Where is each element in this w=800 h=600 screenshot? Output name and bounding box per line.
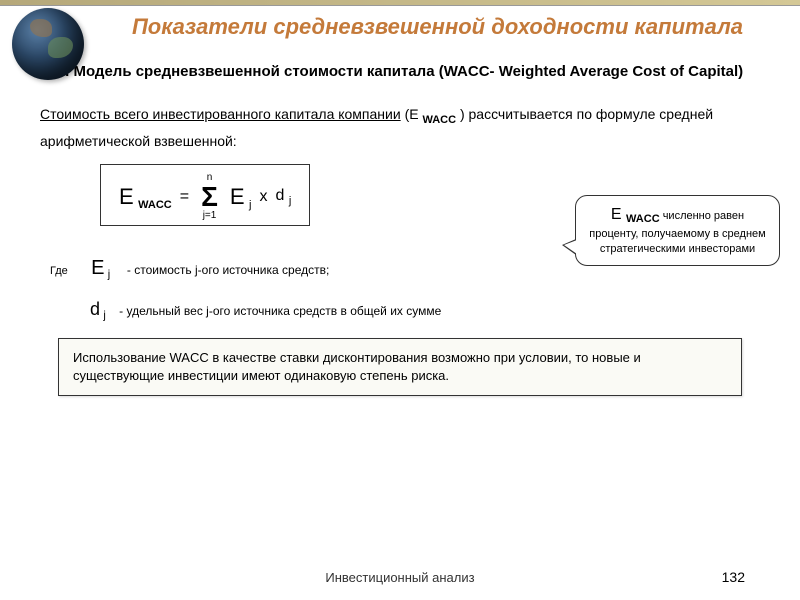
description-var-sub: WACC [422, 114, 456, 126]
legend-item2-var: d [90, 299, 100, 319]
callout-bubble: Е WACC численно равен проценту, получаем… [575, 195, 780, 266]
globe-icon [12, 8, 84, 80]
main-title: Показатели средневзвешенной доходности к… [95, 14, 780, 40]
formula-left: Е WACC [119, 184, 172, 211]
legend-item1-text: - стоимость j-ого источника средств; [127, 263, 329, 277]
description: Стоимость всего инвестированного капитал… [40, 103, 760, 152]
sigma-symbol: Σ [201, 183, 218, 211]
content-area: 2. Модель средневзвешенной стоимости кап… [0, 40, 800, 406]
note-box: Использование WACC в качестве ставки дис… [58, 338, 742, 396]
legend-where: Где [50, 265, 68, 277]
page-number: 132 [722, 569, 745, 585]
formula-e: Е [119, 184, 134, 209]
description-var: (Е [405, 106, 423, 122]
formula-equals: = [180, 188, 189, 206]
sigma-icon: n Σ j=1 [201, 173, 218, 221]
bubble-var: Е [611, 206, 626, 223]
title-area: Показатели средневзвешенной доходности к… [0, 6, 800, 40]
term2-var: d [276, 187, 285, 204]
bubble-tail-icon [562, 239, 576, 255]
description-prefix: Стоимость всего инвестированного капитал… [40, 106, 401, 122]
formula-term1: E j [230, 184, 252, 211]
legend-item2-sub: j [103, 310, 105, 322]
legend-item1-var: E [91, 257, 104, 279]
formula-mult: x [260, 188, 268, 206]
formula-box: Е WACC = n Σ j=1 E j x d j [100, 164, 310, 226]
formula: Е WACC = n Σ j=1 E j x d j [119, 173, 291, 221]
term2-sub: j [289, 195, 291, 207]
sigma-lower: j=1 [203, 211, 217, 221]
formula-e-sub: WACC [138, 199, 172, 211]
bubble-var-sub: WACC [626, 214, 660, 226]
subtitle: 2. Модель средневзвешенной стоимости кап… [40, 58, 760, 85]
legend-item2-text: - удельный вес j-ого источника средств в… [119, 304, 441, 318]
footer-text: Инвестиционный анализ [0, 570, 800, 585]
formula-term2: d j [276, 187, 292, 207]
term1-var: E [230, 184, 245, 209]
term1-sub: j [249, 199, 251, 211]
legend-item1-sub: j [108, 269, 110, 281]
